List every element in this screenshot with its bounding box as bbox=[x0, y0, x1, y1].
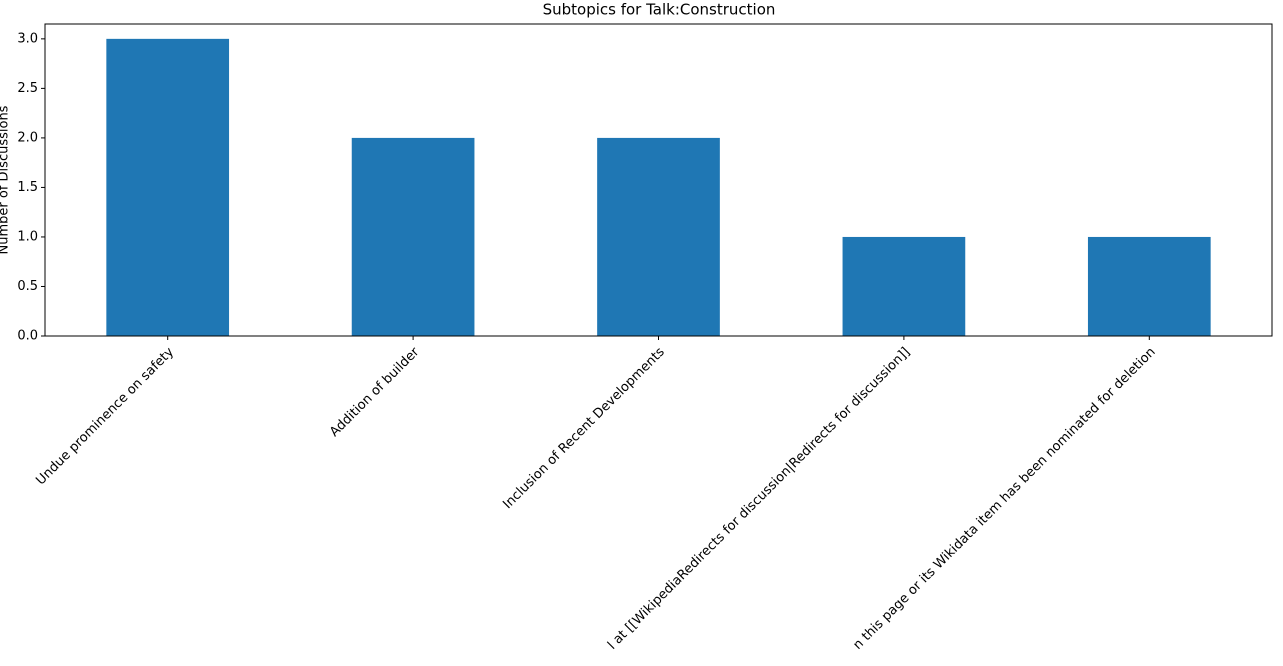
x-tick-label: n this page or its Wikidata item has bee… bbox=[850, 345, 1158, 653]
y-tick-label: 1.0 bbox=[17, 229, 38, 244]
y-tick-label: 3.0 bbox=[17, 31, 38, 46]
y-tick-label: 2.0 bbox=[17, 130, 38, 145]
bar bbox=[597, 137, 720, 336]
x-tick-label: l at [[WikipediaRedirects for discussion… bbox=[605, 345, 913, 653]
x-tick-label: Inclusion of Recent Developments bbox=[500, 345, 668, 513]
bar bbox=[1087, 236, 1211, 336]
y-tick-label: 2.5 bbox=[17, 81, 38, 96]
x-tick-label: Undue prominence on safety bbox=[33, 344, 177, 488]
chart-title: Subtopics for Talk:Construction bbox=[543, 1, 776, 19]
plot-frame bbox=[44, 23, 1273, 337]
x-tick-label: Addition of builder bbox=[327, 344, 423, 440]
bar bbox=[842, 236, 966, 336]
y-tick-label: 1.5 bbox=[17, 180, 38, 195]
y-tick-label: 0.0 bbox=[17, 329, 38, 344]
y-axis-label: Number of Discussions bbox=[0, 105, 12, 254]
bar bbox=[351, 137, 475, 336]
bar bbox=[106, 38, 230, 336]
y-tick-label: 0.5 bbox=[17, 279, 38, 294]
